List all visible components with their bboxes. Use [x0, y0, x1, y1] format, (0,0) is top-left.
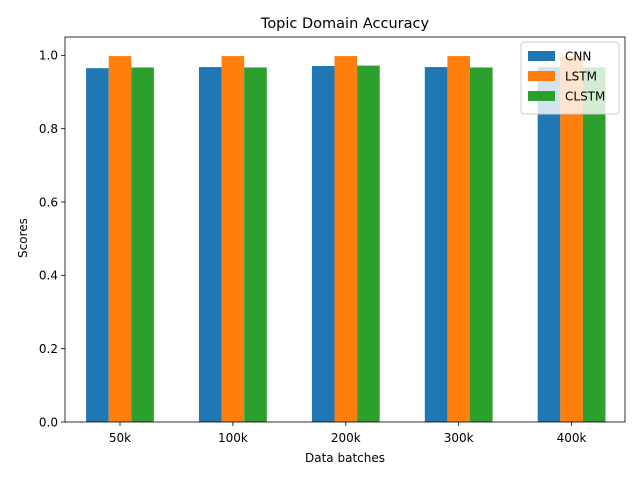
- x-tick-label: 100k: [218, 431, 248, 445]
- bar-clstm-300k: [470, 67, 493, 423]
- legend-label-lstm: LSTM: [565, 70, 597, 84]
- plot-frame: [64, 36, 626, 423]
- bars-layer: [86, 56, 606, 423]
- bar-lstm-300k: [447, 56, 470, 422]
- y-tick-label: 1.0: [39, 49, 58, 63]
- legend-swatch-cnn: [528, 51, 555, 61]
- y-tick-label: 0.4: [39, 269, 58, 283]
- x-tick-label: 400k: [557, 431, 587, 445]
- bar-clstm-200k: [357, 65, 380, 422]
- legend-label-clstm: CLSTM: [565, 90, 605, 104]
- y-tick-label: 0.6: [39, 195, 58, 209]
- bar-cnn-400k: [537, 67, 561, 422]
- bar-cnn-200k: [311, 65, 335, 422]
- y-tick-label: 0.0: [39, 415, 58, 429]
- bar-lstm-100k: [221, 56, 245, 422]
- y-axis-ticks: 0.0 0.2 0.4 0.6 0.8 1.0: [39, 49, 65, 429]
- x-tick-label: 300k: [444, 431, 474, 445]
- bar-clstm-400k: [582, 67, 606, 423]
- x-axis-ticks: 50k 100k 200k 300k 400k: [109, 422, 587, 445]
- y-tick-label: 0.2: [39, 342, 58, 356]
- legend-label-cnn: CNN: [565, 50, 591, 64]
- legend-swatch-clstm: [528, 91, 555, 101]
- x-axis-label: Data batches: [305, 451, 385, 465]
- legend: CNN LSTM CLSTM: [520, 41, 620, 115]
- bar-cnn-100k: [199, 67, 222, 422]
- bar-lstm-50k: [108, 56, 132, 422]
- y-tick-label: 0.8: [39, 122, 58, 136]
- bar-cnn-300k: [424, 67, 448, 422]
- bar-clstm-50k: [131, 67, 154, 423]
- bar-clstm-100k: [244, 67, 267, 423]
- x-tick-label: 200k: [331, 431, 361, 445]
- bar-lstm-400k: [560, 56, 583, 422]
- y-axis-label: Scores: [16, 218, 30, 258]
- bar-lstm-200k: [334, 56, 358, 422]
- x-tick-label: 50k: [109, 431, 131, 445]
- legend-swatch-lstm: [528, 71, 555, 81]
- bar-cnn-50k: [86, 68, 109, 423]
- chart-title: Topic Domain Accuracy: [260, 16, 430, 32]
